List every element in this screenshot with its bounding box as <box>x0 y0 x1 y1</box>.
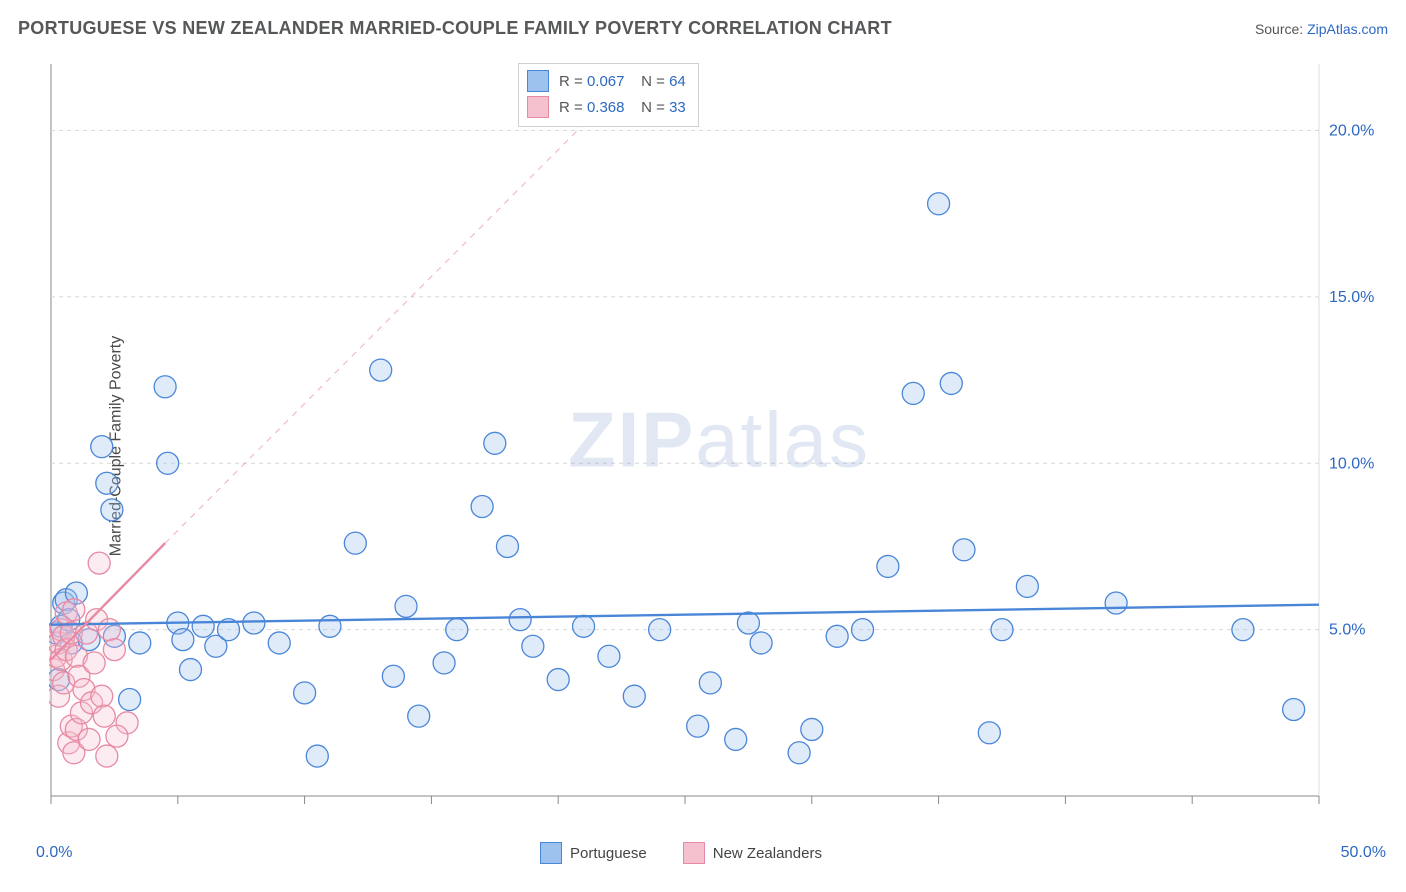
legend-swatch <box>540 842 562 864</box>
source-label: Source: <box>1255 21 1307 37</box>
series-legend-item: Portuguese <box>540 842 647 864</box>
scatter-plot: 5.0%10.0%15.0%20.0% ZIPatlas <box>49 60 1389 820</box>
plot-svg: 5.0% 10.0% 15.0% 20.0% <box>49 60 1389 820</box>
svg-text:15.0%: 15.0% <box>1329 289 1374 306</box>
legend-swatch <box>683 842 705 864</box>
series-legend: Portuguese New Zealanders <box>540 842 822 864</box>
source-attribution: Source: ZipAtlas.com <box>1255 21 1388 37</box>
legend-stats-text: R = 0.067 N = 64 <box>559 73 686 90</box>
chart-title: PORTUGUESE VS NEW ZEALANDER MARRIED-COUP… <box>18 18 892 39</box>
source-value: ZipAtlas.com <box>1307 21 1388 37</box>
header: PORTUGUESE VS NEW ZEALANDER MARRIED-COUP… <box>18 18 1388 39</box>
svg-text:5.0%: 5.0% <box>1329 622 1365 639</box>
stats-legend: R = 0.067 N = 64 R = 0.368 N = 33 <box>518 63 699 127</box>
x-axis-max-label: 50.0% <box>1341 844 1386 862</box>
stats-legend-row: R = 0.368 N = 33 <box>527 94 686 120</box>
svg-text:20.0%: 20.0% <box>1329 123 1374 140</box>
legend-swatch <box>527 70 549 92</box>
series-legend-label: New Zealanders <box>713 845 822 862</box>
legend-stats-text: R = 0.368 N = 33 <box>559 99 686 116</box>
series-legend-label: Portuguese <box>570 845 647 862</box>
series-legend-item: New Zealanders <box>683 842 822 864</box>
legend-swatch <box>527 96 549 118</box>
x-axis-min-label: 0.0% <box>36 844 72 862</box>
stats-legend-row: R = 0.067 N = 64 <box>527 68 686 94</box>
svg-text:10.0%: 10.0% <box>1329 455 1374 472</box>
